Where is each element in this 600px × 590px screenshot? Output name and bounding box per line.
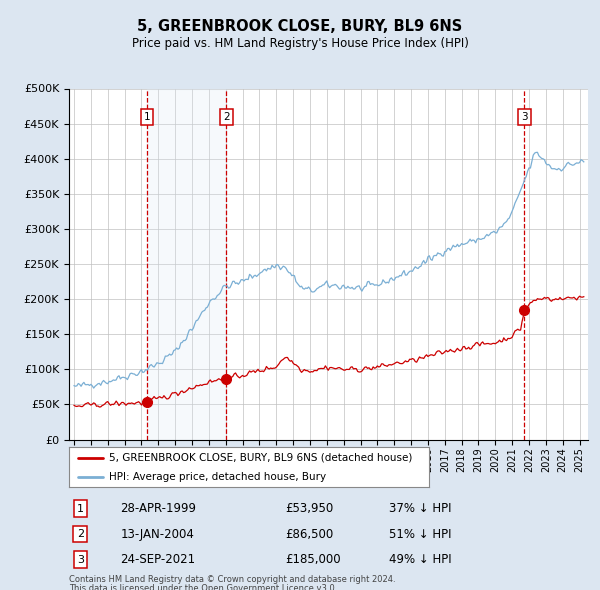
Text: 3: 3 [77,555,84,565]
Text: 37% ↓ HPI: 37% ↓ HPI [389,502,451,515]
Text: 5, GREENBROOK CLOSE, BURY, BL9 6NS: 5, GREENBROOK CLOSE, BURY, BL9 6NS [137,19,463,34]
Text: 49% ↓ HPI: 49% ↓ HPI [389,553,452,566]
Text: 2: 2 [77,529,84,539]
Text: £86,500: £86,500 [286,527,334,540]
Text: £185,000: £185,000 [286,553,341,566]
Text: 24-SEP-2021: 24-SEP-2021 [121,553,196,566]
Text: 13-JAN-2004: 13-JAN-2004 [121,527,194,540]
Text: 3: 3 [521,112,528,122]
Text: 2: 2 [223,112,230,122]
Text: 51% ↓ HPI: 51% ↓ HPI [389,527,451,540]
Text: £53,950: £53,950 [286,502,334,515]
Text: 28-APR-1999: 28-APR-1999 [121,502,197,515]
Text: This data is licensed under the Open Government Licence v3.0.: This data is licensed under the Open Gov… [69,584,337,590]
Text: 1: 1 [77,504,84,513]
Text: HPI: Average price, detached house, Bury: HPI: Average price, detached house, Bury [109,472,326,481]
Text: 5, GREENBROOK CLOSE, BURY, BL9 6NS (detached house): 5, GREENBROOK CLOSE, BURY, BL9 6NS (deta… [109,453,412,463]
Text: Price paid vs. HM Land Registry's House Price Index (HPI): Price paid vs. HM Land Registry's House … [131,37,469,50]
Bar [147,88,226,440]
Text: 1: 1 [143,112,150,122]
Text: Contains HM Land Registry data © Crown copyright and database right 2024.: Contains HM Land Registry data © Crown c… [69,575,395,584]
